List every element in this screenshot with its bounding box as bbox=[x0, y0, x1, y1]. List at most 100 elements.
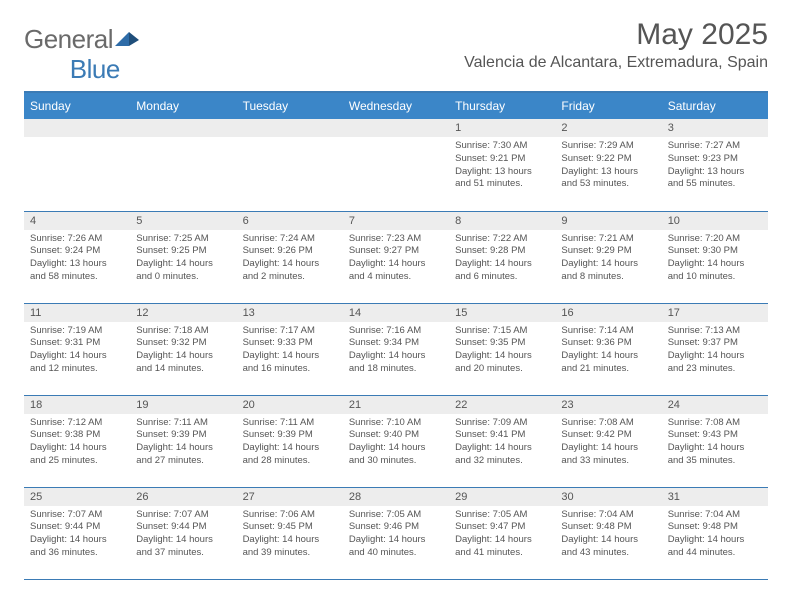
daylight-line-1: Daylight: 14 hours bbox=[561, 534, 655, 547]
day-number: 3 bbox=[662, 119, 768, 137]
calendar-day-cell: 31Sunrise: 7:04 AMSunset: 9:48 PMDayligh… bbox=[662, 487, 768, 579]
day-details: Sunrise: 7:11 AMSunset: 9:39 PMDaylight:… bbox=[130, 414, 236, 472]
day-number: 23 bbox=[555, 396, 661, 414]
daylight-line-2: and 28 minutes. bbox=[243, 455, 337, 468]
sunrise-line: Sunrise: 7:18 AM bbox=[136, 325, 230, 338]
daylight-line-2: and 2 minutes. bbox=[243, 271, 337, 284]
sunset-line: Sunset: 9:45 PM bbox=[243, 521, 337, 534]
sunset-line: Sunset: 9:46 PM bbox=[349, 521, 443, 534]
daylight-line-1: Daylight: 14 hours bbox=[30, 350, 124, 363]
day-number-bar-empty bbox=[130, 119, 236, 137]
weekday-header: Saturday bbox=[662, 92, 768, 119]
calendar-week-row: 4Sunrise: 7:26 AMSunset: 9:24 PMDaylight… bbox=[24, 211, 768, 303]
daylight-line-2: and 58 minutes. bbox=[30, 271, 124, 284]
day-number-bar-empty bbox=[237, 119, 343, 137]
day-number-bar-empty bbox=[24, 119, 130, 137]
day-details: Sunrise: 7:17 AMSunset: 9:33 PMDaylight:… bbox=[237, 322, 343, 380]
daylight-line-2: and 20 minutes. bbox=[455, 363, 549, 376]
page: General May 2025 Valencia de Alcantara, … bbox=[0, 0, 792, 612]
day-details: Sunrise: 7:19 AMSunset: 9:31 PMDaylight:… bbox=[24, 322, 130, 380]
calendar-day-cell: 27Sunrise: 7:06 AMSunset: 9:45 PMDayligh… bbox=[237, 487, 343, 579]
day-number: 14 bbox=[343, 304, 449, 322]
sunset-line: Sunset: 9:36 PM bbox=[561, 337, 655, 350]
day-details: Sunrise: 7:27 AMSunset: 9:23 PMDaylight:… bbox=[662, 137, 768, 195]
sunrise-line: Sunrise: 7:23 AM bbox=[349, 233, 443, 246]
weekday-header: Tuesday bbox=[237, 92, 343, 119]
sunset-line: Sunset: 9:21 PM bbox=[455, 153, 549, 166]
day-details: Sunrise: 7:08 AMSunset: 9:43 PMDaylight:… bbox=[662, 414, 768, 472]
sunset-line: Sunset: 9:48 PM bbox=[668, 521, 762, 534]
logo-icon bbox=[115, 24, 141, 55]
day-number: 11 bbox=[24, 304, 130, 322]
calendar-day-cell: 15Sunrise: 7:15 AMSunset: 9:35 PMDayligh… bbox=[449, 303, 555, 395]
day-details: Sunrise: 7:10 AMSunset: 9:40 PMDaylight:… bbox=[343, 414, 449, 472]
calendar-day-cell: 16Sunrise: 7:14 AMSunset: 9:36 PMDayligh… bbox=[555, 303, 661, 395]
sunset-line: Sunset: 9:23 PM bbox=[668, 153, 762, 166]
sunset-line: Sunset: 9:24 PM bbox=[30, 245, 124, 258]
calendar-day-cell bbox=[130, 119, 236, 211]
sunset-line: Sunset: 9:37 PM bbox=[668, 337, 762, 350]
day-number: 21 bbox=[343, 396, 449, 414]
day-number: 12 bbox=[130, 304, 236, 322]
daylight-line-1: Daylight: 13 hours bbox=[668, 166, 762, 179]
daylight-line-1: Daylight: 14 hours bbox=[349, 350, 443, 363]
daylight-line-1: Daylight: 14 hours bbox=[136, 534, 230, 547]
day-details: Sunrise: 7:23 AMSunset: 9:27 PMDaylight:… bbox=[343, 230, 449, 288]
day-details: Sunrise: 7:04 AMSunset: 9:48 PMDaylight:… bbox=[662, 506, 768, 564]
weekday-header: Wednesday bbox=[343, 92, 449, 119]
sunrise-line: Sunrise: 7:04 AM bbox=[561, 509, 655, 522]
daylight-line-2: and 44 minutes. bbox=[668, 547, 762, 560]
day-number: 7 bbox=[343, 212, 449, 230]
daylight-line-2: and 23 minutes. bbox=[668, 363, 762, 376]
location: Valencia de Alcantara, Extremadura, Spai… bbox=[464, 54, 768, 72]
sunset-line: Sunset: 9:34 PM bbox=[349, 337, 443, 350]
daylight-line-1: Daylight: 14 hours bbox=[243, 534, 337, 547]
calendar-day-cell: 17Sunrise: 7:13 AMSunset: 9:37 PMDayligh… bbox=[662, 303, 768, 395]
daylight-line-2: and 0 minutes. bbox=[136, 271, 230, 284]
sunrise-line: Sunrise: 7:13 AM bbox=[668, 325, 762, 338]
day-number-bar-empty bbox=[343, 119, 449, 137]
daylight-line-2: and 8 minutes. bbox=[561, 271, 655, 284]
daylight-line-1: Daylight: 14 hours bbox=[349, 442, 443, 455]
day-number: 19 bbox=[130, 396, 236, 414]
daylight-line-2: and 39 minutes. bbox=[243, 547, 337, 560]
sunrise-line: Sunrise: 7:29 AM bbox=[561, 140, 655, 153]
calendar-day-cell: 26Sunrise: 7:07 AMSunset: 9:44 PMDayligh… bbox=[130, 487, 236, 579]
daylight-line-1: Daylight: 14 hours bbox=[455, 350, 549, 363]
daylight-line-2: and 30 minutes. bbox=[349, 455, 443, 468]
day-details: Sunrise: 7:22 AMSunset: 9:28 PMDaylight:… bbox=[449, 230, 555, 288]
day-details: Sunrise: 7:04 AMSunset: 9:48 PMDaylight:… bbox=[555, 506, 661, 564]
day-details: Sunrise: 7:14 AMSunset: 9:36 PMDaylight:… bbox=[555, 322, 661, 380]
logo-text-2: Blue bbox=[70, 54, 120, 85]
daylight-line-1: Daylight: 14 hours bbox=[668, 534, 762, 547]
sunrise-line: Sunrise: 7:24 AM bbox=[243, 233, 337, 246]
day-number: 24 bbox=[662, 396, 768, 414]
sunrise-line: Sunrise: 7:06 AM bbox=[243, 509, 337, 522]
calendar-day-cell: 21Sunrise: 7:10 AMSunset: 9:40 PMDayligh… bbox=[343, 395, 449, 487]
daylight-line-1: Daylight: 14 hours bbox=[561, 258, 655, 271]
calendar-day-cell: 11Sunrise: 7:19 AMSunset: 9:31 PMDayligh… bbox=[24, 303, 130, 395]
daylight-line-1: Daylight: 14 hours bbox=[455, 534, 549, 547]
day-number: 5 bbox=[130, 212, 236, 230]
calendar-day-cell: 1Sunrise: 7:30 AMSunset: 9:21 PMDaylight… bbox=[449, 119, 555, 211]
daylight-line-1: Daylight: 14 hours bbox=[243, 258, 337, 271]
day-details: Sunrise: 7:29 AMSunset: 9:22 PMDaylight:… bbox=[555, 137, 661, 195]
day-details: Sunrise: 7:20 AMSunset: 9:30 PMDaylight:… bbox=[662, 230, 768, 288]
calendar-day-cell: 10Sunrise: 7:20 AMSunset: 9:30 PMDayligh… bbox=[662, 211, 768, 303]
sunset-line: Sunset: 9:29 PM bbox=[561, 245, 655, 258]
daylight-line-2: and 14 minutes. bbox=[136, 363, 230, 376]
daylight-line-2: and 40 minutes. bbox=[349, 547, 443, 560]
day-details: Sunrise: 7:12 AMSunset: 9:38 PMDaylight:… bbox=[24, 414, 130, 472]
daylight-line-1: Daylight: 14 hours bbox=[561, 442, 655, 455]
month-title: May 2025 bbox=[464, 18, 768, 52]
day-number: 26 bbox=[130, 488, 236, 506]
sunrise-line: Sunrise: 7:04 AM bbox=[668, 509, 762, 522]
day-details: Sunrise: 7:25 AMSunset: 9:25 PMDaylight:… bbox=[130, 230, 236, 288]
sunset-line: Sunset: 9:25 PM bbox=[136, 245, 230, 258]
calendar-day-cell: 23Sunrise: 7:08 AMSunset: 9:42 PMDayligh… bbox=[555, 395, 661, 487]
day-number: 1 bbox=[449, 119, 555, 137]
daylight-line-1: Daylight: 13 hours bbox=[561, 166, 655, 179]
day-details: Sunrise: 7:26 AMSunset: 9:24 PMDaylight:… bbox=[24, 230, 130, 288]
sunset-line: Sunset: 9:28 PM bbox=[455, 245, 549, 258]
calendar-day-cell: 3Sunrise: 7:27 AMSunset: 9:23 PMDaylight… bbox=[662, 119, 768, 211]
